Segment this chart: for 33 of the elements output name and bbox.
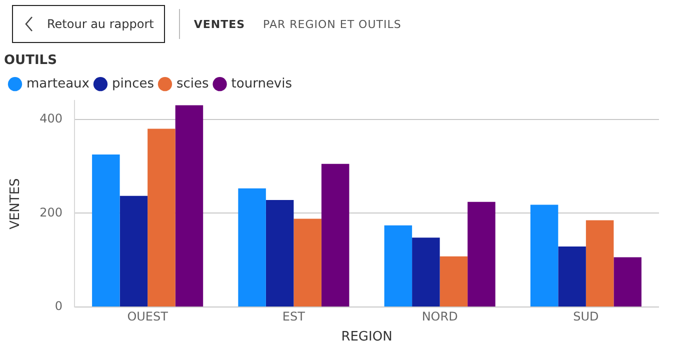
- bar: [321, 164, 350, 306]
- x-tick-label: SUD: [573, 309, 599, 324]
- bar: [266, 200, 294, 306]
- y-axis-title: VENTES: [8, 178, 24, 230]
- back-button: Retour au rapport: [12, 5, 165, 43]
- bar: [412, 238, 440, 306]
- y-tick-label: 400: [40, 111, 63, 126]
- bar: [614, 257, 642, 306]
- bar: [586, 220, 614, 306]
- chart-subtitle: PAR REGION ET OUTILS: [263, 18, 402, 30]
- bar: [384, 225, 412, 306]
- bar: [440, 256, 468, 306]
- legend-label: tournevis: [231, 76, 292, 92]
- x-tick-label: EST: [282, 309, 306, 324]
- legend-label: pinces: [112, 76, 154, 92]
- bar: [120, 196, 148, 306]
- x-tick-label: OUEST: [127, 309, 169, 324]
- bar: [468, 202, 496, 306]
- legend-label: marteaux: [26, 76, 90, 92]
- legend-title: OUTILS: [4, 52, 57, 68]
- bar: [238, 188, 266, 306]
- y-tick-label: 0: [54, 299, 63, 314]
- bar: [148, 128, 176, 306]
- x-tick-label: NORD: [422, 309, 458, 324]
- y-tick-label: 200: [40, 205, 63, 220]
- bar: [558, 246, 586, 306]
- x-axis-title: REGION: [341, 330, 392, 345]
- bar: [530, 204, 558, 306]
- bar: [294, 218, 322, 306]
- legend-label: scies: [176, 76, 210, 92]
- chart-title: VENTES: [194, 18, 246, 30]
- bar: [175, 105, 204, 306]
- bar: [92, 154, 120, 306]
